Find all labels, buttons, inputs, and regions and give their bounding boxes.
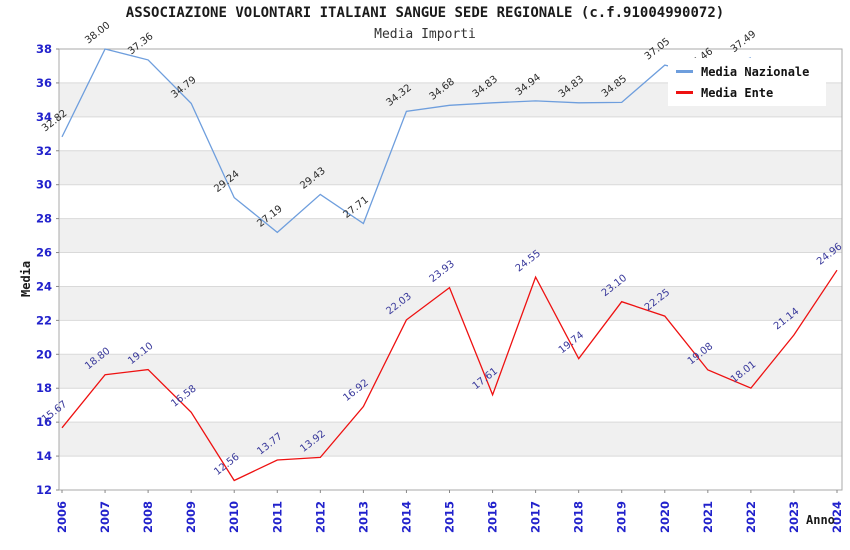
data-label: 37.36	[126, 31, 155, 57]
y-tick-label: 32	[36, 144, 52, 158]
legend: Media Nazionale Media Ente	[668, 58, 826, 106]
grid-band	[59, 354, 842, 389]
plot-border	[58, 48, 843, 491]
x-tick-label: 2014	[399, 501, 413, 533]
grid-band	[59, 218, 842, 253]
series-line-media-nazionale	[61, 48, 752, 234]
x-tick-label: 2011	[270, 501, 284, 533]
series-line-media-ente	[61, 269, 838, 482]
chart-title: ASSOCIAZIONE VOLONTARI ITALIANI SANGUE S…	[125, 5, 725, 21]
y-tick-label: 28	[36, 212, 52, 226]
grid-band	[59, 422, 842, 457]
data-label: 15.67	[40, 399, 69, 425]
data-label: 19.74	[557, 330, 586, 356]
x-tick-label: 2009	[184, 501, 198, 533]
x-tick-label: 2017	[529, 501, 543, 533]
data-label: 38.00	[83, 20, 112, 46]
media-nazionale-line-swatch-icon	[676, 70, 693, 73]
chart-subtitle: Media Importi	[374, 27, 476, 42]
data-label: 37.49	[729, 29, 758, 55]
x-tick-label: 2010	[227, 501, 241, 533]
grid-band	[59, 150, 842, 185]
y-tick-label: 24	[36, 279, 52, 293]
y-tick-label: 30	[36, 178, 52, 192]
legend-item-media-ente: Media Ente	[676, 82, 824, 103]
x-tick-label: 2015	[443, 501, 457, 533]
y-tick-label: 38	[36, 42, 52, 56]
legend-label: Media Ente	[701, 85, 774, 100]
y-tick-label: 26	[36, 246, 52, 260]
x-tick-label: 2020	[658, 501, 672, 533]
x-tick-label: 2023	[787, 501, 801, 533]
y-axis-title: Media	[19, 261, 33, 297]
x-tick-label: 2022	[744, 501, 758, 533]
x-tick-label: 2012	[313, 501, 327, 533]
x-axis-title: Anno	[806, 513, 835, 527]
y-tick-label: 22	[36, 313, 52, 327]
x-tick-label: 2018	[572, 501, 586, 533]
media-ente-line-swatch-icon	[676, 91, 693, 94]
y-tick-label: 36	[36, 76, 52, 90]
x-tick-label: 2013	[356, 501, 370, 533]
y-tick-label: 12	[36, 483, 52, 497]
x-tick-label: 2016	[486, 501, 500, 533]
grid-band	[59, 286, 842, 321]
y-tick-label: 18	[36, 381, 52, 395]
x-tick-label: 2006	[55, 501, 69, 533]
y-tick-label: 34	[36, 110, 52, 124]
y-tick-label: 16	[36, 415, 52, 429]
x-tick-label: 2008	[141, 501, 155, 533]
x-tick-label: 2021	[701, 501, 715, 533]
x-tick-label: 2007	[98, 501, 112, 533]
x-tick-label: 2019	[615, 501, 629, 533]
legend-item-media-nazionale: Media Nazionale	[676, 61, 824, 82]
y-tick-label: 14	[36, 449, 52, 463]
x-tick-label: 2024	[830, 501, 844, 533]
legend-label: Media Nazionale	[701, 64, 810, 79]
data-label: 23.93	[428, 259, 457, 285]
y-tick-label: 20	[36, 347, 52, 361]
